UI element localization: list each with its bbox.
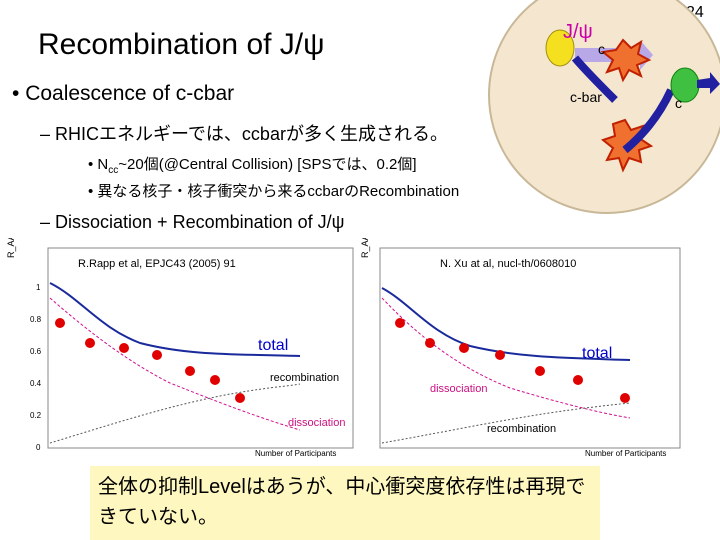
ytick: 0.2 [30,411,42,420]
d-meson-arrow [697,72,720,94]
bullet-dot: • [88,156,98,173]
data-point [620,393,630,403]
left-total-curve [49,282,301,357]
dash: – [40,124,56,144]
right-data-points [395,318,630,403]
slide-title: Recombination of J/ψ [38,28,325,61]
left-yticks: 0 0.2 0.4 0.6 0.8 1 [30,283,42,452]
ncc-prefix: N [97,156,109,173]
data-point [152,350,162,360]
conclusion-box [90,466,600,540]
left-dissociation-curve [49,297,301,431]
left-data-points [55,318,245,403]
right-total-curve [381,287,631,361]
data-point [235,393,245,403]
data-point [85,338,95,348]
ytick: 0.4 [30,379,42,388]
c-label: c [598,41,605,57]
data-point [395,318,405,328]
data-point [185,366,195,376]
data-point [119,343,129,353]
data-point [55,318,65,328]
data-point [210,375,220,385]
left-total-label: total [258,337,289,354]
right-dissociation-curve [381,297,631,419]
cbar-label: c-bar [570,89,602,105]
left-plot: R_AA 0 0.2 0.4 0.6 0.8 1 Number of Parti… [6,238,354,458]
sub-bullet-2-text: Dissociation + Recombination of J/ψ [55,212,345,232]
jpsi-particle [545,29,575,67]
left-ylabel: R_AA [6,238,16,258]
right-plot-frame [379,247,681,449]
ytick: 0.6 [30,347,42,356]
right-plot: R_AA Number of Participants [360,238,681,458]
sub-bullet-1: – RHICエネルギーでは、ccbarが多く生成される。 [40,120,448,146]
left-recombination-label: recombination [270,372,340,384]
sub-sub-bullet-2-text: 異なる核子・核子衝突から来るccbarのRecombination [97,183,460,200]
sub-sub-bullet-2: • 異なる核子・核子衝突から来るccbarのRecombination [88,180,459,201]
right-total-label: total [582,345,613,362]
bullet-dot: • [12,82,26,105]
left-ref: R.Rapp et al, EPJC43 (2005) 91 [78,258,236,270]
data-point [573,375,583,385]
right-recombination-label: recombination [487,423,557,435]
sub-sub-bullet-1: • Ncc~20個(@Central Collision) [SPSでは、0.2… [88,153,417,176]
left-xlabel: Number of Participants [255,449,336,458]
ytick: 1 [36,283,41,292]
bullet-1: • Coalescence of c-cbar [12,82,234,106]
ncc-subscript: cc [108,165,119,176]
right-xlabel: Number of Participants [585,449,666,458]
right-dissociation-label: dissociation [430,383,488,395]
ytick: 0.8 [30,315,42,324]
conclusion-text: 全体の抑制Levelはあうが、中心衝突度依存性は再現できていない。 [98,476,586,528]
ncc-text: ~20個(@Central Collision) [SPSでは、0.2個] [118,156,417,173]
right-recombination-curve [381,402,631,444]
coalescence-diagram: J/ψ c c-bar c [488,0,720,214]
left-plot-frame [47,247,354,449]
dash: – [40,212,56,232]
sub-bullet-1-text: RHICエネルギーでは、ccbarが多く生成される。 [55,124,448,144]
ytick: 0 [36,443,41,452]
data-point [535,366,545,376]
cbar-track [571,55,618,103]
jpsi-label: J/ψ [563,21,593,43]
data-point [459,343,469,353]
fireball-circle [488,0,720,214]
right-ref: N. Xu at al, nucl-th/0608010 [440,258,577,270]
sub-bullet-2: – Dissociation + Recombination of J/ψ [40,212,344,233]
bullet-dot: • [88,183,98,200]
right-ylabel: R_AA [360,238,370,258]
data-point [495,350,505,360]
bullet-1-text: Coalescence of c-cbar [25,82,235,105]
data-point [425,338,435,348]
c2-label: c [675,95,682,111]
c-quark-star [600,38,652,83]
left-dissociation-label: dissociation [288,417,346,429]
c2-track [622,88,675,154]
